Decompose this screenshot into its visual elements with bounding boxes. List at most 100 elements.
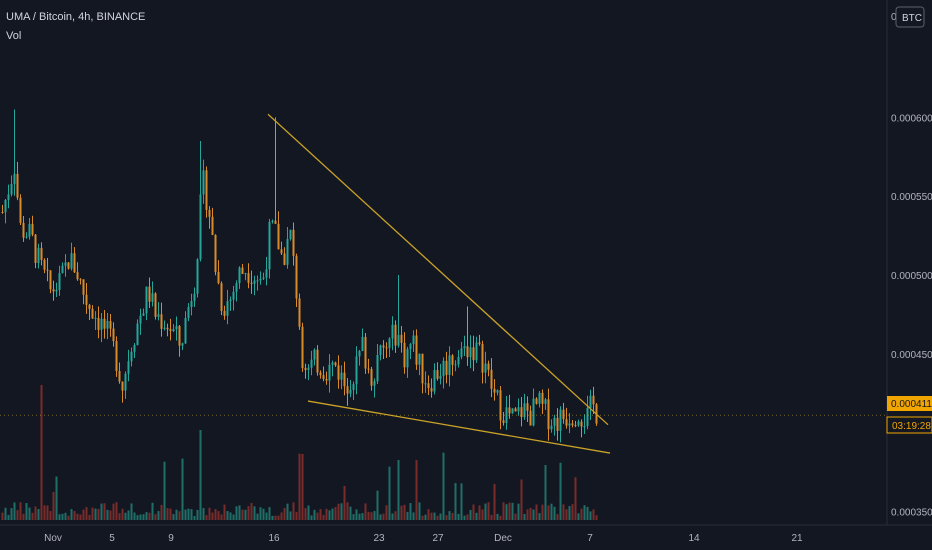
volume-bar: [502, 502, 505, 520]
volume-bar: [415, 460, 418, 520]
candle-body: [517, 407, 520, 412]
candle-body: [202, 170, 205, 195]
volume-bar: [298, 453, 301, 520]
time-tick-label: Nov: [44, 533, 62, 544]
candle-body: [490, 369, 493, 389]
candle-body: [97, 317, 100, 330]
current-price-badge: 0.000411: [887, 396, 932, 411]
volume-bar: [76, 513, 79, 520]
candle-body: [433, 370, 436, 392]
candle-body: [193, 293, 196, 302]
candle-body: [547, 399, 550, 430]
candle-body: [178, 326, 181, 346]
candle-body: [70, 253, 73, 269]
candle-body: [514, 408, 517, 412]
candle-body: [313, 349, 316, 360]
candle-body: [37, 247, 40, 263]
volume-bar: [547, 505, 550, 520]
candle-body: [220, 283, 223, 311]
volume-bar: [433, 512, 436, 520]
volume-bars: [1, 385, 598, 520]
volume-bar: [265, 512, 268, 520]
volume-indicator-label[interactable]: Vol: [6, 30, 22, 42]
time-tick-label: 5: [109, 533, 115, 544]
volume-bar: [103, 503, 106, 520]
volume-bar: [520, 479, 523, 520]
candle-body: [208, 209, 211, 217]
candle-body: [217, 272, 220, 284]
candle-body: [232, 291, 235, 300]
volume-bar: [112, 503, 115, 520]
volume-bar: [115, 502, 118, 520]
candle-body: [460, 348, 463, 357]
volume-bar: [568, 506, 571, 520]
volume-bar: [409, 503, 412, 520]
candle-body: [127, 361, 130, 374]
candle-body: [205, 170, 208, 210]
candle-body: [343, 372, 346, 387]
volume-bar: [466, 514, 469, 520]
volume-bar: [454, 483, 457, 520]
candle-body: [430, 388, 433, 392]
currency-badge[interactable]: BTC: [895, 6, 925, 28]
candle-body: [265, 269, 268, 278]
volume-bar: [199, 430, 202, 520]
volume-bar: [70, 509, 73, 520]
candle-body: [262, 277, 265, 279]
volume-bar: [589, 511, 592, 520]
volume-bar: [364, 503, 367, 520]
price-tick-label: 0.000500: [891, 271, 932, 282]
candle-body: [397, 334, 400, 346]
candle-body: [322, 375, 325, 380]
candle-body: [562, 409, 565, 420]
candle-body: [457, 356, 460, 365]
candle-body: [31, 223, 34, 235]
candle-body: [298, 298, 301, 327]
candle-body: [211, 216, 214, 235]
volume-bar: [46, 505, 49, 520]
volume-bar: [403, 504, 406, 520]
volume-bar: [10, 508, 13, 520]
volume-bar: [406, 511, 409, 520]
volume-bar: [373, 511, 376, 520]
candle-body: [463, 346, 466, 349]
volume-bar: [574, 477, 577, 520]
current-price-value: 0.000411: [891, 399, 932, 410]
volume-bar: [295, 511, 298, 520]
volume-bar: [220, 514, 223, 520]
volume-bar: [16, 510, 19, 520]
candle-body: [577, 421, 580, 426]
volume-bar: [457, 513, 460, 520]
candle-body: [283, 253, 286, 265]
volume-bar: [508, 502, 511, 520]
volume-bar: [193, 515, 196, 520]
candle-body: [253, 280, 256, 284]
candle-body: [436, 370, 439, 379]
candle-body: [484, 363, 487, 373]
candle-body: [568, 423, 571, 426]
volume-bar: [85, 507, 88, 520]
volume-bar: [202, 508, 205, 520]
candle-body: [523, 403, 526, 418]
volume-bar: [292, 502, 295, 520]
candle-body: [307, 367, 310, 370]
volume-bar: [331, 508, 334, 520]
candle-body: [136, 323, 139, 346]
candle-body: [184, 318, 187, 344]
volume-bar: [352, 514, 355, 520]
volume-bar: [163, 461, 166, 520]
volume-bar: [445, 515, 448, 520]
volume-bar: [172, 514, 175, 520]
candle-body: [91, 308, 94, 319]
volume-bar: [400, 505, 403, 520]
candle-body: [235, 283, 238, 292]
candle-body: [64, 262, 67, 266]
volume-bar: [283, 508, 286, 520]
volume-bar: [259, 507, 262, 520]
candle-body: [85, 294, 88, 305]
candle-body: [109, 320, 112, 329]
volume-bar: [157, 511, 160, 520]
volume-bar: [421, 515, 424, 520]
volume-bar: [241, 509, 244, 520]
